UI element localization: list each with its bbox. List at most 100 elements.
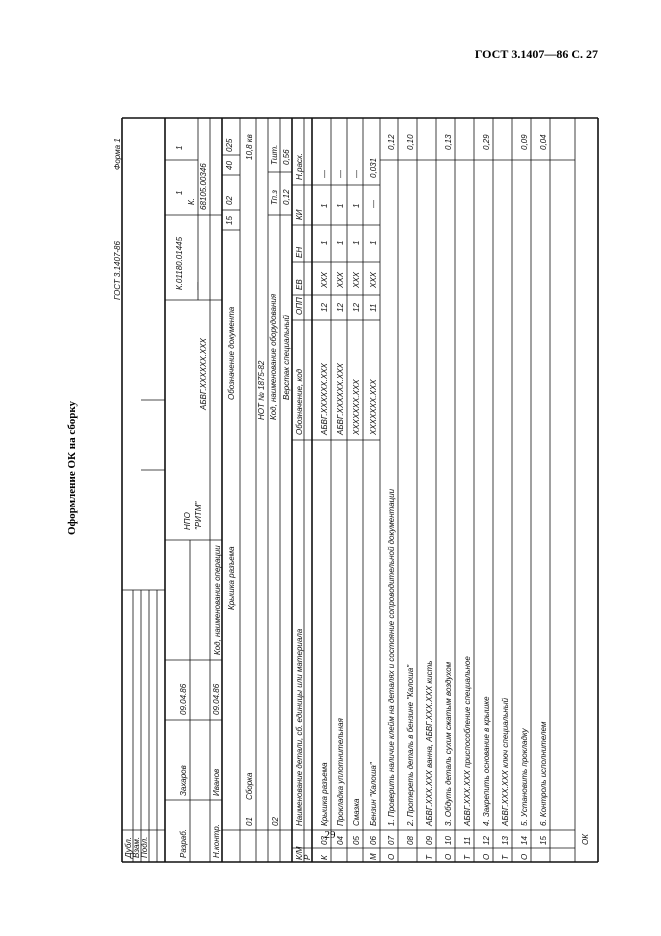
row-text: Бензин "Калоша" — [369, 761, 378, 826]
row-value: ХХХ — [369, 271, 378, 289]
row-number: 09 — [425, 836, 434, 845]
operation-name: Сборка — [245, 772, 254, 800]
dash: — — [193, 281, 202, 291]
organization: НПО — [183, 512, 192, 530]
operation-number: 01 — [245, 817, 254, 826]
row-text: 5. Установить прокладку — [520, 727, 529, 826]
operation-value: 40 — [225, 161, 234, 170]
row-text: АБВГ.ХХХ.ХХХ ванна, АБВГ.ХХХ.ХХХ кисть — [425, 661, 434, 827]
row-value: 1 — [336, 204, 345, 208]
sheet-number: 1 — [175, 191, 184, 195]
signature-cell: Захаров — [179, 765, 188, 796]
column-header: ОПП — [295, 297, 304, 315]
signature-cell: Разраб. — [179, 829, 188, 858]
row-value: ХХХ — [320, 271, 329, 289]
time-value: 0,12 — [282, 189, 291, 205]
row-number: 07 — [387, 836, 396, 845]
column-header: КИ — [295, 209, 304, 220]
equipment-header: Код, наименование оборудования — [269, 293, 278, 420]
operation-document: НОТ № 1875-82 — [257, 360, 266, 420]
row-value: 0,031 — [369, 158, 378, 178]
organization: "РИТМ" — [194, 500, 203, 530]
column-header: К/М — [295, 846, 304, 860]
row-value: — — [336, 169, 345, 179]
row-text: Смазка — [352, 798, 361, 826]
row-value: 11 — [369, 304, 378, 312]
row-number: 13 — [501, 836, 510, 845]
row-number: 05 — [352, 836, 361, 845]
row-value: 1 — [336, 241, 345, 245]
row-number: 10 — [444, 836, 453, 845]
stamp-label: Подл. — [140, 837, 149, 858]
page-header: ГОСТ 3.1407—86 С. 27 — [475, 47, 598, 61]
row-number: 15 — [539, 836, 548, 845]
operation-norm: 10,8 кв — [245, 134, 254, 160]
time-value: 0,56 — [282, 149, 291, 165]
row-value: 1 — [352, 204, 361, 208]
row-value: 1 — [352, 241, 361, 245]
row-text: АБВГ.ХХХ.ХХХ приспособление специальное — [463, 656, 472, 827]
side-title: Оформление ОК на сборку — [66, 400, 78, 535]
part-name: Крышка разъема — [227, 546, 236, 610]
signature-cell: Иванов — [212, 769, 221, 796]
row-time: 0,29 — [482, 134, 491, 150]
row-code: Т — [425, 854, 434, 860]
row-text: 2. Протереть деталь в бензине "Калоша" — [406, 664, 415, 827]
row-number: 08 — [406, 836, 415, 845]
page-number: 29 — [325, 829, 337, 841]
row-text: 4. Закрепить основание в крышке — [482, 696, 491, 826]
column-header: Обозначение, код — [295, 368, 304, 435]
row-number: 14 — [520, 836, 529, 845]
row-value: 12 — [352, 303, 361, 312]
designation: ХХХХХХХ.ХХХ — [352, 379, 361, 436]
row-value: ХХХ — [352, 271, 361, 289]
row-number: 04 — [336, 836, 345, 845]
designation: АБВГ.ХХХХХХ.ХХХ — [320, 362, 329, 436]
row-time: 0,09 — [520, 134, 529, 150]
document-code: АБВГ.ХХХХХХ.ХХХ — [199, 337, 208, 411]
row-text: 6. Контроль исполнителем — [539, 721, 548, 826]
row-text: Крышка разъема — [320, 762, 329, 826]
footer-code: ОК — [581, 833, 590, 845]
row-code: К — [320, 854, 329, 860]
standard: ГОСТ 3.1407-86 — [113, 240, 122, 300]
row-mark: Р — [303, 854, 312, 860]
form-name: Форма 1 — [113, 138, 122, 170]
row-code: Т — [501, 854, 510, 860]
row-text: 3. Обдуть деталь сухим сжатым воздухом — [444, 661, 453, 826]
signature-cell: Н.контр. — [212, 824, 221, 858]
row-value: 12 — [320, 303, 329, 312]
row-number: 11 — [463, 837, 472, 845]
row-value: — — [352, 169, 361, 179]
row-code: О — [387, 854, 396, 860]
form: ГОСТ 3.1407-86 Форма 1 Дубл. Взам. Подл. Разр… — [113, 117, 599, 863]
time-label: Тшт. — [270, 145, 279, 165]
column-header: Наименование детали, сб. единицы или мат… — [295, 628, 304, 826]
column-header: ЕВ — [295, 279, 304, 290]
sheet-number: 1 — [175, 146, 184, 150]
row-value: 1 — [320, 204, 329, 208]
document-header: Обозначение документа — [227, 306, 236, 400]
row-value: 1 — [369, 241, 378, 245]
row-value: 12 — [336, 303, 345, 312]
row-code: Т — [463, 854, 472, 860]
row-number: 03 — [320, 836, 329, 845]
operation-value: 025 — [225, 138, 234, 152]
row-time: 0,04 — [539, 134, 548, 150]
stamp-label: Дубл. — [124, 837, 133, 859]
row-value: ХХХ — [336, 271, 345, 289]
signature-cell: 09.04.86 — [212, 683, 221, 715]
row-value: — — [369, 199, 378, 209]
code-left: К.01180.01445 — [175, 236, 184, 290]
operation-value: 15 — [225, 216, 234, 225]
row-code: О — [482, 854, 491, 860]
row-time: 0,12 — [387, 134, 396, 150]
row-number: 12 — [482, 836, 491, 845]
column-header: Н.расх. — [295, 153, 304, 180]
code-right: 68105.00346 — [199, 163, 208, 210]
operation-header: Код, наименование операции — [213, 545, 222, 655]
row-code: М — [369, 853, 378, 860]
stamp-label: Взам. — [132, 837, 141, 858]
